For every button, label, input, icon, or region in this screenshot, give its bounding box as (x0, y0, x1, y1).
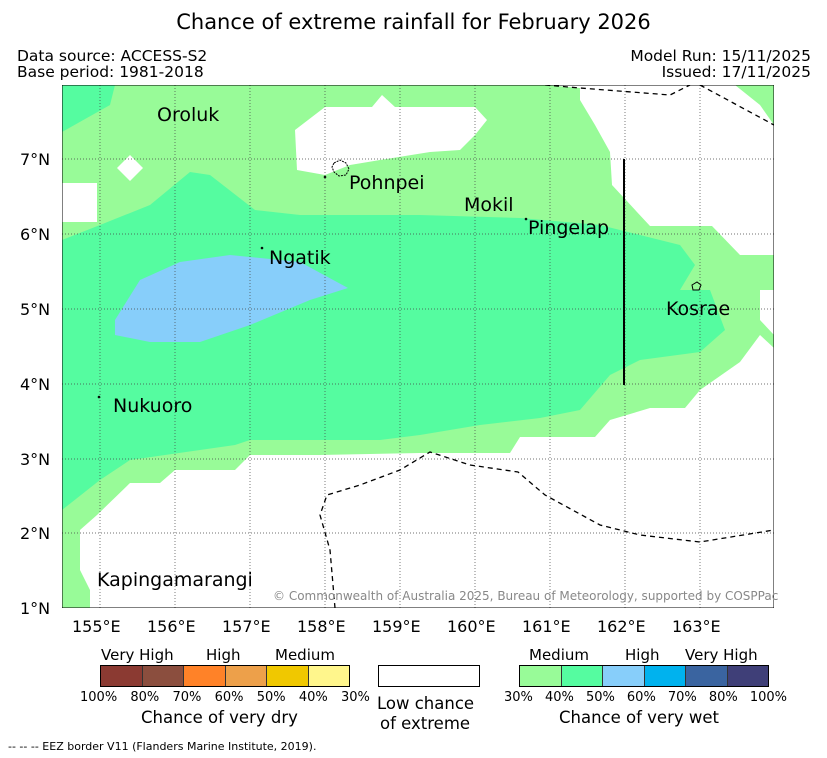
lon-tick: 157°E (222, 617, 271, 636)
base-period: Base period: 1981-2018 (17, 63, 204, 81)
place-label: Oroluk (157, 104, 220, 126)
lat-tick: 4°N (20, 375, 51, 394)
wet-tick: 50% (585, 690, 615, 705)
dry-tick: 70% (172, 690, 202, 705)
wet-tick: 80% (708, 690, 738, 705)
lon-tick: 162°E (597, 617, 646, 636)
wet-tick: 100% (749, 690, 787, 705)
wet-tick: 40% (544, 690, 574, 705)
place-label: Pohnpei (349, 172, 425, 194)
place-label: Mokil (464, 194, 514, 216)
place-label: Pingelap (528, 217, 610, 239)
wet-color-swatch (603, 666, 645, 686)
copyright-notice: © Commonwealth of Australia 2025, Bureau… (273, 589, 779, 603)
data-source: Data source: ACCESS-S2 (17, 47, 208, 65)
wet-color-swatch (520, 666, 562, 686)
lat-tick: 7°N (20, 150, 51, 169)
dry-tick: 100% (80, 690, 118, 705)
wet-tick: 60% (626, 690, 656, 705)
place-label: Kapingamarangi (97, 569, 253, 591)
lon-tick: 161°E (522, 617, 571, 636)
lon-tick: 156°E (147, 617, 196, 636)
low-chance-areas (62, 85, 774, 608)
model-run: Model Run: 15/11/2025 (630, 47, 811, 65)
dry-level-label: Medium (275, 646, 335, 664)
wet-tick: 70% (667, 690, 697, 705)
wet-color-swatch (686, 666, 728, 686)
lon-tick: 163°E (672, 617, 721, 636)
issued-date: Issued: 17/11/2025 (661, 63, 811, 81)
dry-tick: 40% (298, 690, 328, 705)
lon-tick: 159°E (372, 617, 421, 636)
dry-color-swatch (184, 666, 226, 686)
wet-tick: 30% (504, 690, 533, 705)
dry-color-swatch (101, 666, 143, 686)
low-caption: Low chance (377, 694, 475, 713)
lon-tick: 160°E (447, 617, 496, 636)
dry-color-swatch (142, 666, 184, 686)
lat-tick: 5°N (20, 300, 51, 319)
wet-caption: Chance of very wet (559, 708, 719, 727)
low-chance-swatch (378, 665, 480, 687)
figure-title: Chance of extreme rainfall for February … (176, 10, 651, 34)
dry-tick: 60% (214, 690, 244, 705)
wet-level-label: Medium (529, 646, 589, 664)
dry-tick: 50% (256, 690, 286, 705)
lat-tick: 3°N (20, 450, 51, 469)
lat-tick: 6°N (20, 225, 51, 244)
wet-colorbar (519, 665, 769, 687)
dry-level-label: High (206, 646, 241, 664)
rainfall-map (62, 85, 774, 608)
low-caption: of extreme (380, 714, 471, 733)
wet-ticks: 30% 40% 50% 60% 70% 80% 100% (504, 690, 787, 705)
wet-color-swatch (644, 666, 686, 686)
eez-footnote: -- -- -- EEZ border V11 (Flanders Marine… (8, 740, 317, 753)
dry-tick: 30% (341, 690, 370, 705)
wet-level-label: High (625, 646, 660, 664)
place-label: Nukuoro (113, 395, 193, 417)
dry-caption: Chance of very dry (141, 708, 298, 727)
wet-level-label: Very High (685, 646, 758, 664)
very-high-probability-area (115, 255, 348, 342)
lat-tick: 1°N (20, 599, 51, 618)
dry-colorbar (100, 665, 350, 687)
dry-color-swatch (267, 666, 309, 686)
dry-ticks: 100% 80% 70% 60% 50% 40% 30% (80, 690, 370, 705)
dry-color-swatch (225, 666, 267, 686)
wet-color-swatch (727, 666, 768, 686)
dry-tick: 80% (130, 690, 160, 705)
wet-color-swatch (561, 666, 603, 686)
place-label: Kosrae (666, 298, 731, 320)
lat-tick: 2°N (20, 524, 51, 543)
eez-border (319, 85, 774, 608)
place-label: Ngatik (269, 247, 331, 269)
dry-level-label: Very High (101, 646, 174, 664)
dry-color-swatch (308, 666, 349, 686)
islands (97, 159, 702, 399)
lon-tick: 155°E (72, 617, 121, 636)
lon-tick: 158°E (297, 617, 346, 636)
